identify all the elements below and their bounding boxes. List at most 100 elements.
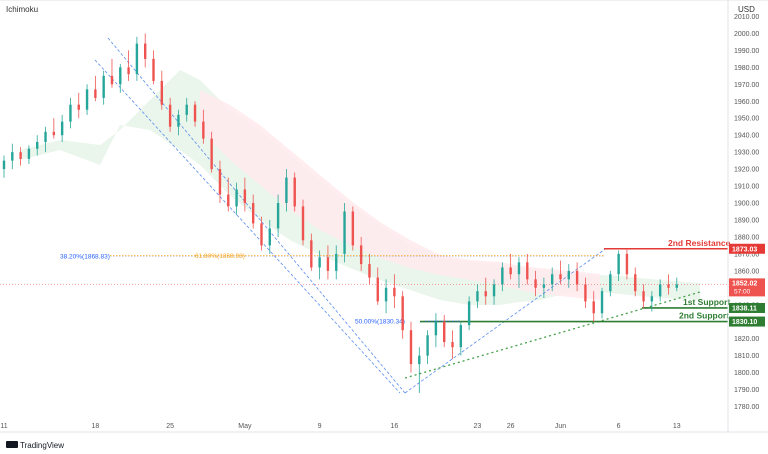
- x-tick-label: May: [238, 423, 252, 430]
- candle-body: [310, 240, 313, 268]
- level-price-text: 1873.03: [732, 246, 757, 253]
- candle-body: [351, 211, 355, 246]
- level-price-text: 1830.10: [732, 319, 757, 326]
- candle-body: [559, 274, 562, 280]
- candle-body: [617, 253, 620, 275]
- level-price-tag: [729, 243, 765, 254]
- candle-body: [11, 152, 14, 161]
- candle-body: [409, 330, 413, 365]
- y-tick-label: 1860.00: [734, 268, 759, 275]
- candle-body: [434, 321, 438, 336]
- currency-label: USD: [738, 5, 755, 14]
- y-tick-label: 1920.00: [734, 167, 759, 174]
- y-tick-label: 1800.00: [734, 370, 759, 377]
- y-tick-label: 1820.00: [734, 336, 759, 343]
- candle-body: [52, 131, 56, 136]
- brand-name: TradingView: [20, 441, 64, 450]
- y-tick-label: 1960.00: [734, 99, 759, 106]
- trend-lines: [94, 37, 701, 394]
- y-tick-label: 1970.00: [734, 82, 759, 89]
- time-axis: 11 18 25 May 9 16 23 26 Jun 6 13: [0, 423, 768, 433]
- y-tick-label: 1880.00: [734, 234, 759, 241]
- y-tick-label: 2000.00: [734, 31, 759, 38]
- candle-body: [293, 177, 296, 207]
- candle-body: [19, 152, 22, 159]
- x-tick-label: 23: [474, 423, 482, 430]
- candle-body: [85, 89, 89, 110]
- candle-body: [634, 274, 637, 292]
- y-tick-label: 1940.00: [734, 133, 759, 140]
- candle-body: [476, 291, 479, 302]
- candle-body: [542, 284, 546, 288]
- x-tick-label: 16: [390, 423, 398, 430]
- candle-body: [152, 58, 155, 81]
- candle-body: [135, 43, 139, 75]
- candle-body: [393, 287, 396, 297]
- candle-body: [484, 291, 487, 297]
- candle-body: [268, 228, 271, 246]
- candle-body: [517, 262, 521, 275]
- candle-body: [343, 211, 346, 254]
- current-price-tag: [729, 278, 765, 297]
- candle-body: [609, 274, 612, 292]
- y-tick-label: 1890.00: [734, 217, 759, 224]
- candle-body: [584, 284, 587, 302]
- level-label: 2nd Resistance: [668, 238, 731, 248]
- candle-body: [235, 189, 238, 207]
- candle-body: [44, 131, 47, 142]
- candle-body: [160, 80, 164, 105]
- candle-body: [77, 104, 80, 110]
- candle-body: [658, 284, 662, 297]
- candle-body: [426, 335, 429, 356]
- y-tick-label: 1870.00: [734, 251, 759, 258]
- candle-body: [592, 301, 595, 314]
- level-lines: 2nd Resistance 1st Support 2nd Support: [0, 238, 731, 323]
- x-tick-label: 6: [617, 423, 621, 430]
- countdown-text: 57:00: [734, 288, 751, 295]
- candle-body: [60, 121, 64, 136]
- fib-label: 38.20%(1868.83): [60, 253, 110, 260]
- candle-body: [185, 104, 188, 115]
- candle-body: [575, 270, 579, 285]
- y-tick-label: 2010.00: [734, 14, 759, 21]
- y-tick-label: 1980.00: [734, 65, 759, 72]
- candle-body: [526, 262, 529, 280]
- y-tick-label: 1930.00: [734, 150, 759, 157]
- y-tick-label: 1900.00: [734, 201, 759, 208]
- candle-body: [301, 206, 305, 241]
- candle-body: [642, 291, 645, 302]
- candle-body: [418, 355, 421, 365]
- candle-body: [459, 325, 463, 348]
- candle-body: [451, 342, 454, 348]
- candle-body: [210, 138, 213, 170]
- level-price-tag: [729, 302, 765, 313]
- candle-body: [567, 270, 570, 280]
- candle-body: [127, 67, 130, 75]
- candle-body: [534, 279, 537, 288]
- candle-body: [251, 203, 255, 224]
- indicator-label: Ichimoku: [6, 5, 38, 14]
- level-price-tag: [729, 316, 765, 327]
- x-tick-label: 18: [91, 423, 99, 430]
- candle-body: [492, 284, 496, 297]
- x-tick-label: 9: [318, 423, 322, 430]
- x-tick-label: 13: [673, 423, 681, 430]
- level-label: 2nd Support: [679, 311, 729, 321]
- candle-body: [202, 121, 205, 139]
- candle-body: [600, 291, 604, 314]
- candle-body: [675, 284, 678, 288]
- candle-body: [276, 203, 280, 229]
- level-label: 1st Support: [683, 297, 730, 307]
- tradingview-logo[interactable]: TradingView: [6, 441, 64, 450]
- candle-body: [94, 89, 97, 98]
- candle-body: [36, 141, 39, 149]
- fibonacci-levels: 38.20%(1868.83) 61.80%(1868.93) 50.00%(183…: [60, 253, 604, 326]
- candle-body: [509, 267, 512, 275]
- candle-body: [119, 67, 122, 85]
- candle-body: [384, 287, 388, 302]
- candle-body: [667, 284, 670, 288]
- candlesticks: [2, 33, 678, 393]
- level-price-text: 1838.11: [732, 305, 757, 312]
- candle-body: [168, 104, 172, 127]
